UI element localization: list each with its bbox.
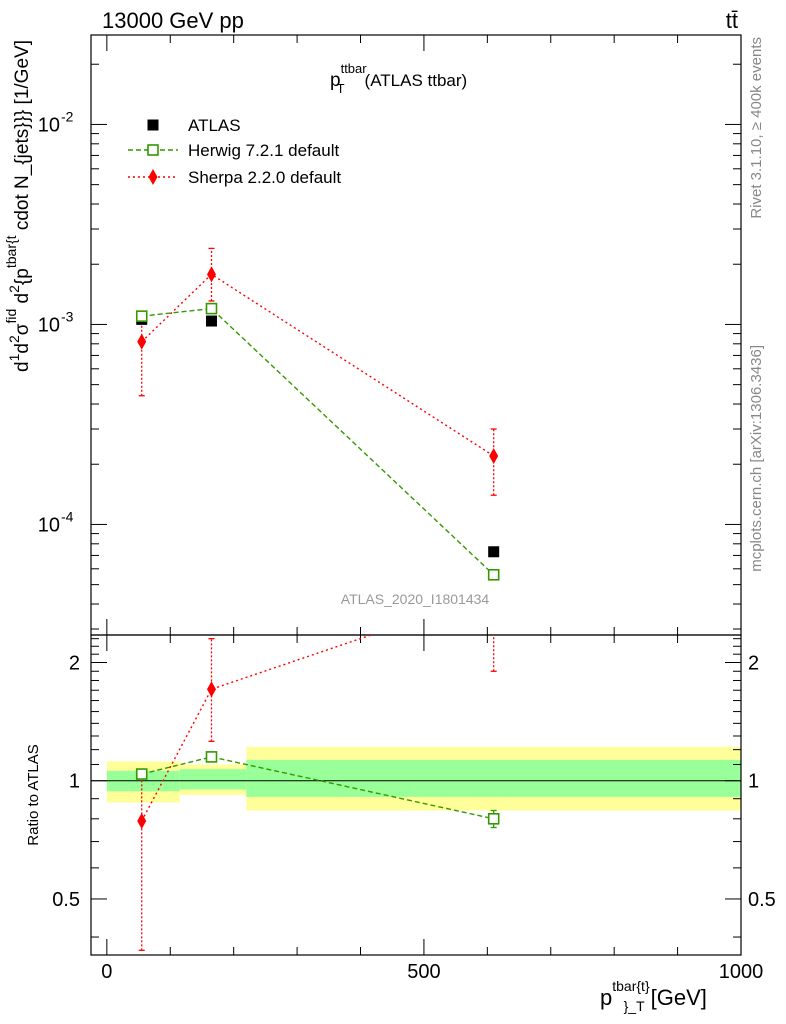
ratio-band-inner (246, 759, 741, 797)
x-tick-label: 1000 (719, 961, 764, 983)
ratio-y-axis: 2 2 1 1 0.5 0.5 (52, 638, 776, 938)
header-left: 13000 GeV pp (102, 8, 244, 33)
plot-title: pttbar T (ATLAS ttbar) (330, 61, 467, 96)
legend-label: ATLAS (188, 116, 241, 135)
legend: ATLAS Herwig 7.2.1 default Sherpa 2.2.0 de… (128, 116, 341, 187)
title-rest: (ATLAS ttbar) (365, 71, 468, 90)
ratio-band-inner (179, 769, 247, 790)
main-y-tick-label: 10 (38, 114, 60, 136)
herwig-ratio-point (205, 751, 218, 763)
herwig-point (487, 568, 500, 581)
herwig-ratio-line (141, 756, 494, 820)
herwig-ratio-point (487, 812, 500, 825)
legend-atlas-marker (147, 119, 159, 131)
atlas-point (488, 546, 500, 558)
ratio-frame (90, 634, 742, 956)
main-y-label-unit: cdot N_{jets}}} [1/GeV] (12, 40, 33, 230)
header-right: tt̄ (726, 8, 738, 33)
main-y-tick-exponent: -3 (61, 308, 74, 324)
x-axis: 0 500 1000 (101, 35, 763, 983)
legend-label: Herwig 7.2.1 default (188, 141, 339, 160)
x-tick-label: 0 (101, 961, 112, 983)
main-y-tick-exponent: -4 (61, 508, 74, 524)
x-tick-label: 500 (407, 961, 440, 983)
ratio-y-tick-label-right: 2 (748, 653, 759, 675)
legend-herwig-marker (147, 144, 159, 156)
x-label-sub: }_T (624, 998, 645, 1014)
analysis-watermark: ATLAS_2020_I1801434 (341, 591, 490, 607)
sherpa-point (489, 447, 499, 464)
title-sup: ttbar (341, 61, 368, 76)
ratio-y-label: Ratio to ATLAS (25, 744, 42, 845)
x-label-rest: [GeV] (651, 985, 707, 1010)
title-main: p (330, 70, 341, 91)
sherpa-line (141, 273, 495, 457)
sherpa-ratio-point (206, 681, 216, 698)
sherpa-ratio-point (137, 812, 147, 829)
legend-label: Sherpa 2.2.0 default (188, 168, 341, 187)
herwig-point (135, 310, 148, 322)
title-sub: T (337, 81, 345, 96)
sherpa-point (137, 333, 147, 350)
mcplots-label: mcplots.cern.ch [arXiv:1306.3436] (748, 345, 765, 572)
atlas-point (205, 315, 217, 327)
x-label-sup: tbar{t} (612, 978, 650, 994)
main-y-label: d1d2σfid d2{ptbar{t cdot N_{jets}}} [1/G… (3, 40, 33, 372)
main-series (135, 247, 500, 581)
herwig-point (205, 302, 218, 315)
ratio-y-tick-label: 1 (69, 771, 80, 793)
herwig-ratio-point (135, 768, 148, 780)
ratio-y-tick-label-right: 1 (748, 771, 759, 793)
ratio-y-tick-label-right: 0.5 (748, 889, 776, 911)
ratio-series (135, 585, 500, 951)
ratio-y-tick-label: 2 (69, 653, 80, 675)
ratio-y-tick-label: 0.5 (52, 889, 80, 911)
main-y-tick-label: 10 (38, 514, 60, 536)
herwig-line (141, 307, 495, 576)
main-y-label-text: d1d2σfid d2{ptbar{t cdot N_{jets}}} [1/G… (3, 40, 33, 372)
ratio-bands (106, 746, 741, 811)
sherpa-point (206, 266, 216, 283)
legend-sherpa-marker (148, 169, 158, 185)
main-y-tick-exponent: -2 (61, 108, 74, 124)
main-y-tick-label: 10 (38, 314, 60, 336)
x-axis-label: ptbar{t} }_T [GeV] (600, 978, 707, 1014)
rivet-label: Rivet 3.1.10, ≥ 400k events (748, 37, 765, 219)
main-y-axis: 10-210-310-4 (38, 63, 741, 630)
x-label-main: p (600, 985, 612, 1010)
sherpa-ratio-point (489, 585, 498, 601)
